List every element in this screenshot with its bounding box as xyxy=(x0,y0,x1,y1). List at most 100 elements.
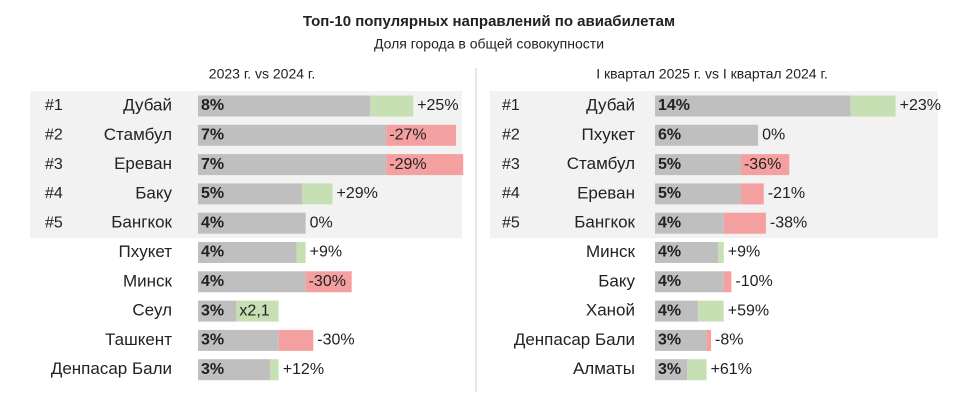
change-label: -10% xyxy=(735,273,772,290)
share-label: 3% xyxy=(201,332,224,349)
category-label: Минск xyxy=(586,242,636,261)
share-bar xyxy=(198,183,303,205)
rank: #2 xyxy=(45,127,63,144)
share-label: 4% xyxy=(201,214,224,231)
change-label: +9% xyxy=(728,244,760,261)
category-label: Ханой xyxy=(586,301,635,320)
share-bar xyxy=(198,359,271,381)
share-bar xyxy=(655,242,719,263)
rank: #3 xyxy=(502,156,520,173)
increase-bar xyxy=(698,300,724,322)
share-label: 4% xyxy=(658,244,681,261)
share-bar xyxy=(655,154,741,176)
share-bar xyxy=(655,212,724,234)
share-bar xyxy=(198,95,371,117)
category-label: Пхукет xyxy=(118,242,172,261)
share-label: 3% xyxy=(658,361,681,378)
decrease-bar xyxy=(278,329,314,351)
share-label: 7% xyxy=(201,127,224,144)
share-label: 6% xyxy=(658,127,681,144)
change-label: +59% xyxy=(728,302,769,319)
decrease-bar xyxy=(740,154,790,176)
share-label: 8% xyxy=(201,97,224,114)
share-bar xyxy=(655,329,707,351)
decrease-bar xyxy=(723,212,766,234)
category-label: Алматы xyxy=(573,359,635,378)
chart-title: Топ-10 популярных направлений по авиабил… xyxy=(303,13,675,30)
share-label: 4% xyxy=(201,244,224,261)
change-label: 0% xyxy=(762,127,785,144)
increase-bar xyxy=(718,242,724,263)
category-label: Стамбул xyxy=(104,125,172,144)
category-label: Ташкент xyxy=(105,330,172,349)
share-bar xyxy=(655,95,851,117)
share-bar xyxy=(655,359,688,381)
category-label: Бангкок xyxy=(111,213,172,232)
rank: #3 xyxy=(45,156,63,173)
share-label: 5% xyxy=(658,185,681,202)
decrease-bar xyxy=(386,154,464,176)
category-label: Баку xyxy=(598,271,635,290)
decrease-bar xyxy=(740,183,764,205)
share-label: 14% xyxy=(658,97,690,114)
change-label: x2,1 xyxy=(239,302,269,319)
increase-bar xyxy=(850,95,896,117)
increase-bar xyxy=(270,359,279,381)
category-label: Стамбул xyxy=(567,154,635,173)
share-bar xyxy=(198,271,306,293)
change-label: +29% xyxy=(337,185,378,202)
change-label: +25% xyxy=(417,97,458,114)
share-label: 3% xyxy=(201,302,224,319)
decrease-bar xyxy=(386,124,456,146)
share-bar xyxy=(655,183,741,205)
share-label: 4% xyxy=(658,302,681,319)
share-label: 3% xyxy=(658,332,681,349)
share-bar xyxy=(655,300,699,322)
rank: #5 xyxy=(502,214,520,231)
share-bar xyxy=(198,212,306,234)
category-label: Дубай xyxy=(586,95,635,114)
change-label: -8% xyxy=(715,332,743,349)
category-label: Баку xyxy=(135,183,172,202)
change-label: -38% xyxy=(770,214,807,231)
category-label: Дубай xyxy=(123,95,172,114)
category-label: Денпасар Бали xyxy=(514,330,635,349)
share-label: 5% xyxy=(201,185,224,202)
change-label: -27% xyxy=(389,127,426,144)
increase-bar xyxy=(687,359,707,381)
change-label: +12% xyxy=(283,361,324,378)
increase-bar xyxy=(296,242,306,263)
change-label: -21% xyxy=(768,185,805,202)
rank: #2 xyxy=(502,127,520,144)
category-label: Сеул xyxy=(132,301,172,320)
share-bar xyxy=(198,329,279,351)
share-label: 4% xyxy=(658,273,681,290)
change-label: -30% xyxy=(317,332,354,349)
change-label: +23% xyxy=(900,97,941,114)
change-label: +61% xyxy=(711,361,752,378)
share-label: 4% xyxy=(658,214,681,231)
share-bar xyxy=(655,124,759,146)
change-label: 0% xyxy=(310,214,333,231)
share-label: 5% xyxy=(658,156,681,173)
category-label: Минск xyxy=(123,271,173,290)
rank: #4 xyxy=(502,185,520,202)
increase-bar xyxy=(302,183,333,205)
increase-bar xyxy=(370,95,414,117)
panel-title: I квартал 2025 г. vs I квартал 2024 г. xyxy=(596,66,828,82)
change-label: -29% xyxy=(389,156,426,173)
share-bar xyxy=(198,242,297,263)
share-bar xyxy=(655,271,724,293)
share-bar xyxy=(198,154,387,176)
share-label: 4% xyxy=(201,273,224,290)
change-label: +9% xyxy=(310,244,342,261)
chart-subtitle: Доля города в общей совокупности xyxy=(374,36,604,52)
panel-title: 2023 г. vs 2024 г. xyxy=(209,66,315,82)
share-label: 3% xyxy=(201,361,224,378)
decrease-bar xyxy=(706,329,712,351)
share-label: 7% xyxy=(201,156,224,173)
share-bar xyxy=(198,124,387,146)
share-bar xyxy=(198,300,237,322)
category-label: Ереван xyxy=(577,183,635,202)
